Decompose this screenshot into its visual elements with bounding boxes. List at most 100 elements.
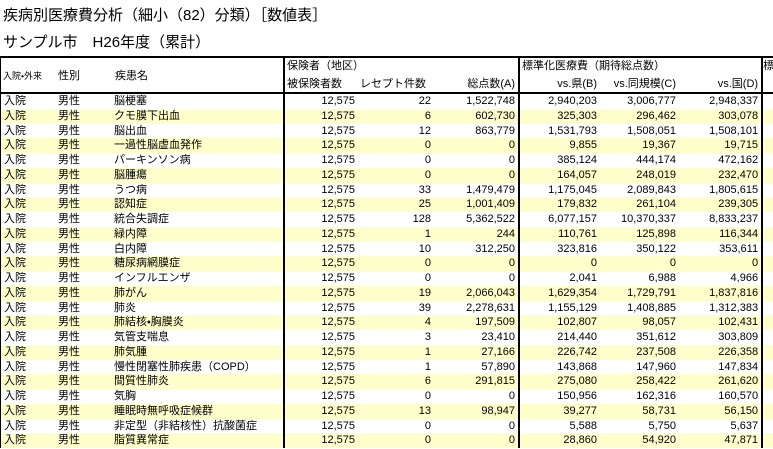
cell-admission-type: 入院 <box>4 360 26 373</box>
table-row: 入院 男性 うつ病 12,575 33 1,479,479 1,175,045 … <box>1 182 773 198</box>
cell-disease-name: 気管支喘息 <box>113 330 285 345</box>
cell-clipped <box>762 360 773 375</box>
table-row: 入院 男性 肺炎 12,575 39 2,278,631 1,155,129 1… <box>1 300 773 316</box>
cell-admission-type: 入院 <box>1 138 56 153</box>
cell-vs-national: 1,508,101 <box>679 123 764 139</box>
cell-total-points: 1,479,479 <box>434 182 521 198</box>
report-table: 入院・外来 性別 疾患名 保険者（地区） 標準化医療費（期待総点数） 標 被保険… <box>1 58 773 448</box>
cell-gender: 男性 <box>58 95 80 107</box>
table-row: 入院 男性 睡眠時無呼吸症候群 12,575 13 98,947 39,277 … <box>1 403 773 419</box>
cell-admission-type: 入院 <box>4 213 26 225</box>
cell-total-points: 1,522,748 <box>434 93 521 109</box>
cell-total-points: 291,815 <box>434 374 521 389</box>
cell-clipped <box>762 344 773 360</box>
table-row: 入院 男性 緑内障 12,575 1 244 110,761 125,898 1… <box>1 226 773 242</box>
table-row: 入院 男性 肺結核・胸膜炎 12,575 4 197,509 102,807 9… <box>1 315 773 330</box>
group-header-clipped: 標 <box>762 58 773 94</box>
cell-insured-count: 12,575 <box>321 95 355 107</box>
cell-total-points: 1,001,409 <box>434 197 521 212</box>
cell-vs-same-scale: 3,006,777 <box>627 95 677 107</box>
cell-insured-count: 12,575 <box>321 390 355 402</box>
cell-insured-count: 12,575 <box>321 154 355 166</box>
cell-insured-count: 12,575 <box>321 360 355 373</box>
cell-vs-national: 116,344 <box>679 226 764 242</box>
cell-disease-name: 認知症 <box>113 197 285 212</box>
table-row: 入院 男性 脳腫瘍 12,575 0 0 164,057 248,019 232… <box>1 167 773 183</box>
cell-vs-prefecture: 2,041 <box>569 272 598 284</box>
cell-gender: 男性 <box>56 108 113 124</box>
cell-total-points: 0 <box>434 271 521 286</box>
cell-receipt-count: 0 <box>424 390 431 402</box>
cell-disease-name: 気胸 <box>113 389 285 404</box>
cell-vs-national: 56,150 <box>679 403 764 419</box>
cell-admission-type: 入院 <box>4 242 26 255</box>
cell-clipped <box>762 138 773 153</box>
cell-clipped <box>762 374 773 389</box>
cell-receipt-count: 13 <box>358 403 434 419</box>
cell-admission-type: 入院 <box>1 433 56 448</box>
cell-admission-type: 入院 <box>4 124 26 137</box>
table-row: 入院 男性 脳出血 12,575 12 863,779 1,531,793 1,… <box>1 123 773 139</box>
cell-vs-prefecture: 2,940,203 <box>548 95 598 107</box>
cell-disease-name: 肺がん <box>113 285 285 301</box>
table-row: 入院 男性 白内障 12,575 10 312,250 323,816 350,… <box>1 241 773 257</box>
cell-admission-type: 入院 <box>1 403 56 419</box>
cell-vs-national: 19,715 <box>679 138 764 153</box>
cell-insured-count: 12,575 <box>284 374 358 389</box>
cell-vs-prefecture: 1,531,793 <box>548 124 598 137</box>
cell-vs-national: 4,966 <box>679 271 764 286</box>
cell-gender: 男性 <box>56 138 113 153</box>
cell-gender: 男性 <box>58 331 80 343</box>
cell-vs-national: 160,570 <box>679 389 764 404</box>
cell-total-points: 0 <box>434 167 521 183</box>
cell-vs-national: 261,620 <box>679 374 764 389</box>
table-row: 入院 男性 インフルエンザ 12,575 0 0 2,041 6,988 4,9… <box>1 271 773 286</box>
cell-vs-national: 147,834 <box>679 359 764 375</box>
cell-receipt-count: 12 <box>418 124 431 137</box>
cell-disease-name: 脳梗塞 <box>113 93 285 109</box>
col-header-vs-prefecture: vs.県(B) <box>519 76 601 94</box>
table-row: 入院 男性 非定型（非結核性）抗酸菌症 12,575 0 0 5,588 5,7… <box>1 418 773 434</box>
cell-disease-name: 間質性肺炎 <box>113 374 285 389</box>
cell-vs-prefecture: 150,956 <box>557 390 598 402</box>
cell-gender: 男性 <box>56 167 113 183</box>
cell-insured-count: 12,575 <box>284 197 358 212</box>
cell-clipped <box>762 167 773 183</box>
cell-total-points: 2,066,043 <box>434 285 521 301</box>
cell-gender: 男性 <box>56 197 113 212</box>
cell-disease-name: 肺気腫 <box>113 344 285 360</box>
col-header-vs-national: vs.国(D) <box>679 76 764 94</box>
cell-insured-count: 12,575 <box>284 138 358 153</box>
cell-receipt-count: 33 <box>418 183 431 196</box>
cell-gender: 男性 <box>58 213 80 225</box>
cell-receipt-count: 0 <box>358 433 434 448</box>
cell-vs-national: 8,833,237 <box>679 212 764 227</box>
col-header-insured-count: 被保険者数 <box>284 76 358 94</box>
table-row: 入院 男性 クモ膜下出血 12,575 6 602,730 325,303 29… <box>1 108 773 124</box>
cell-disease-name: 脂質異常症 <box>113 433 285 448</box>
cell-clipped <box>762 419 773 434</box>
cell-gender: 男性 <box>58 124 80 137</box>
cell-vs-prefecture: 179,832 <box>519 197 601 212</box>
table-row: 入院 男性 脂質異常症 12,575 0 0 28,860 54,920 47,… <box>1 433 773 448</box>
cell-gender: 男性 <box>56 226 113 242</box>
cell-clipped <box>762 389 773 404</box>
col-header-vs-same-scale: vs.同規模(C) <box>600 76 680 94</box>
cell-vs-national: 303,809 <box>679 330 764 345</box>
cell-admission-type: 入院 <box>1 226 56 242</box>
cell-insured-count: 12,575 <box>321 183 355 196</box>
cell-clipped <box>762 183 773 198</box>
cell-gender: 男性 <box>56 285 113 301</box>
cell-receipt-count: 1 <box>358 226 434 242</box>
cell-vs-national: 102,431 <box>679 315 764 330</box>
cell-admission-type: 入院 <box>1 197 56 212</box>
cell-vs-same-scale: 5,750 <box>648 419 677 432</box>
cell-clipped <box>762 212 773 227</box>
cell-disease-name: クモ膜下出血 <box>113 108 285 124</box>
cell-clipped <box>762 330 773 345</box>
cell-vs-same-scale: 125,898 <box>600 226 680 242</box>
cell-insured-count: 12,575 <box>284 403 358 419</box>
cell-vs-national: 1,805,615 <box>679 182 764 198</box>
cell-clipped <box>762 153 773 168</box>
